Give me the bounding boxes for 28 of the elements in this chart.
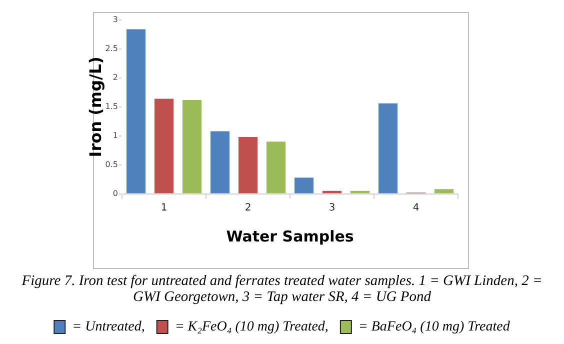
bar bbox=[154, 98, 174, 194]
bar bbox=[378, 103, 398, 194]
y-tick-label: 0.5 bbox=[105, 160, 118, 169]
bar bbox=[434, 189, 454, 194]
y-tick-label: 2.5 bbox=[105, 44, 118, 54]
x-axis-title: Water Samples bbox=[226, 228, 354, 246]
y-tick-label: 0 bbox=[112, 188, 118, 198]
y-tick-label: 1.5 bbox=[105, 102, 118, 111]
y-tick-label: 2 bbox=[112, 73, 118, 82]
bar bbox=[182, 100, 202, 194]
legend-label: = Untreated, bbox=[72, 320, 145, 335]
bar bbox=[238, 137, 258, 194]
y-tick-label: 1 bbox=[112, 130, 118, 140]
bar bbox=[294, 178, 314, 194]
y-tick-label: 3 bbox=[112, 15, 118, 24]
legend-label: = K₂FeO₄ (10 mg) Treated, bbox=[174, 320, 328, 335]
bar bbox=[210, 131, 230, 194]
bar bbox=[322, 190, 342, 194]
x-tick-label: 4 bbox=[412, 202, 420, 214]
bar bbox=[350, 190, 370, 194]
bar bbox=[266, 142, 286, 194]
y-axis-title: Iron (mg/L) bbox=[86, 56, 106, 158]
x-tick-label: 1 bbox=[160, 202, 168, 214]
caption: Figure 7. Iron test for untreated and ferrates treated water samples. 1 = GWI Linden, 2 = GWI Georgetown, 3 = Tap water SR, 4 = UG Pond bbox=[20, 273, 542, 306]
x-tick-label: 2 bbox=[244, 202, 252, 214]
x-tick-label: 3 bbox=[328, 202, 336, 214]
legend-label: = BaFeO₄ (10 mg) Treated bbox=[358, 320, 511, 335]
bar bbox=[126, 29, 146, 194]
